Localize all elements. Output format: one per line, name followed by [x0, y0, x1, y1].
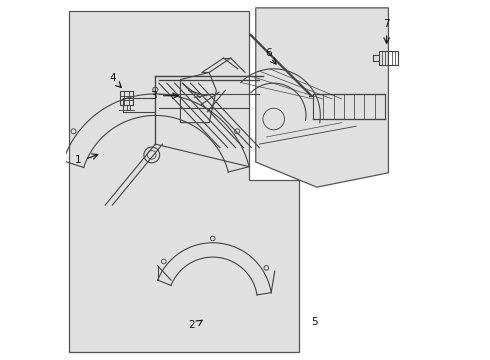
Text: 6: 6	[265, 48, 271, 58]
Text: 4: 4	[109, 73, 116, 83]
Text: 2: 2	[188, 320, 195, 330]
Text: 1: 1	[75, 155, 81, 165]
Polygon shape	[256, 8, 389, 187]
Bar	[120, 91, 133, 105]
Polygon shape	[69, 12, 299, 352]
Bar	[379, 51, 398, 65]
Text: 5: 5	[312, 317, 318, 327]
Text: 3: 3	[150, 91, 157, 101]
Text: 7: 7	[383, 19, 390, 29]
